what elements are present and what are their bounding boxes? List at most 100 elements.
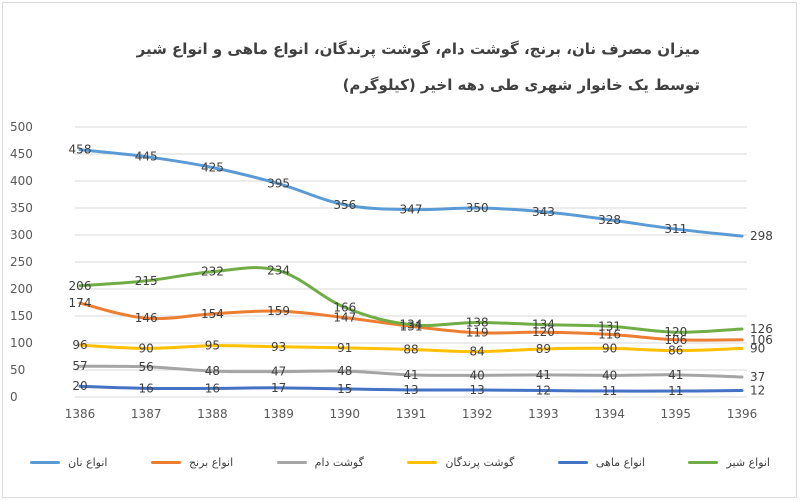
data-label: 89 bbox=[536, 342, 551, 356]
x-tick-label: 1392 bbox=[462, 407, 493, 421]
data-label: 16 bbox=[205, 381, 220, 395]
data-label: 166 bbox=[333, 300, 356, 314]
y-tick-label: 300 bbox=[10, 228, 33, 242]
data-label: 88 bbox=[403, 342, 418, 356]
data-label: 328 bbox=[598, 213, 621, 227]
legend-swatch bbox=[276, 460, 307, 464]
series-line bbox=[78, 266, 744, 334]
legend-item: انواع نان bbox=[30, 456, 107, 469]
data-label: 93 bbox=[271, 340, 286, 354]
data-label: 86 bbox=[668, 344, 683, 358]
data-label: 425 bbox=[201, 161, 224, 175]
data-label: 458 bbox=[69, 143, 92, 157]
legend-label: انواع نان bbox=[68, 455, 108, 469]
data-label: 41 bbox=[536, 368, 551, 382]
data-label: 84 bbox=[470, 345, 485, 359]
series-line bbox=[78, 364, 744, 379]
data-label: 120 bbox=[664, 325, 687, 339]
data-label: 56 bbox=[139, 360, 154, 374]
data-label: 48 bbox=[205, 364, 220, 378]
data-label: 159 bbox=[267, 304, 290, 318]
data-label: 41 bbox=[403, 368, 418, 382]
data-label: 311 bbox=[664, 222, 687, 236]
data-label: 395 bbox=[267, 177, 290, 191]
data-label: 298 bbox=[750, 229, 773, 243]
legend-item: گوشت پرندگان bbox=[407, 456, 514, 469]
legend-swatch bbox=[150, 460, 181, 464]
data-label: 11 bbox=[668, 384, 683, 398]
y-tick-label: 150 bbox=[10, 309, 33, 323]
data-label: 131 bbox=[400, 319, 423, 333]
x-tick-label: 1396 bbox=[727, 407, 758, 421]
legend-label: انواع شیر bbox=[726, 455, 770, 469]
data-label: 174 bbox=[69, 296, 92, 310]
legend-swatch bbox=[688, 460, 719, 464]
data-label: 96 bbox=[72, 338, 87, 352]
data-label: 445 bbox=[135, 150, 158, 164]
x-tick-label: 1393 bbox=[528, 407, 559, 421]
x-tick-label: 1386 bbox=[65, 407, 96, 421]
data-label: 40 bbox=[602, 368, 617, 382]
data-label: 95 bbox=[205, 339, 220, 353]
legend-item: انواع ماهی bbox=[557, 456, 645, 469]
data-label: 232 bbox=[201, 265, 224, 279]
y-tick-label: 500 bbox=[10, 120, 33, 134]
x-tick-label: 1388 bbox=[197, 407, 228, 421]
x-tick-label: 1389 bbox=[263, 407, 294, 421]
data-label: 41 bbox=[668, 368, 683, 382]
data-label: 13 bbox=[403, 383, 418, 397]
data-label: 206 bbox=[69, 279, 92, 293]
data-label: 234 bbox=[267, 264, 290, 278]
x-tick-label: 1391 bbox=[396, 407, 427, 421]
data-label: 106 bbox=[664, 333, 687, 347]
data-label: 11 bbox=[602, 384, 617, 398]
legend-label: انواع برنج bbox=[188, 455, 234, 469]
data-label: 57 bbox=[72, 359, 87, 373]
y-tick-label: 0 bbox=[10, 390, 18, 404]
data-label: 347 bbox=[400, 203, 423, 217]
data-label: 20 bbox=[72, 379, 87, 393]
x-tick-label: 1387 bbox=[131, 407, 162, 421]
x-axis: 1386 1387 1388 1389 1390 1391 1392 1393 1394 1395… bbox=[65, 407, 758, 421]
data-label: 91 bbox=[337, 341, 352, 355]
series-line bbox=[78, 384, 744, 393]
data-label: 48 bbox=[337, 364, 352, 378]
data-label: 90 bbox=[750, 341, 765, 355]
data-label: 17 bbox=[271, 381, 286, 395]
data-label: 116 bbox=[598, 327, 621, 341]
legend-swatch bbox=[30, 460, 61, 464]
y-tick-label: 100 bbox=[10, 336, 33, 350]
data-labels: 458 445 425 395 356 347 350 343 328 311 298 174 146 1… bbox=[69, 143, 773, 398]
y-tick-label: 250 bbox=[10, 255, 33, 269]
gridlines bbox=[75, 126, 747, 398]
x-tick-label: 1395 bbox=[661, 407, 692, 421]
data-label: 138 bbox=[466, 315, 489, 329]
legend-label: گوشت دام bbox=[314, 455, 364, 469]
data-label: 47 bbox=[271, 365, 286, 379]
series-lines bbox=[78, 148, 744, 393]
data-label: 37 bbox=[750, 370, 765, 384]
data-label: 90 bbox=[139, 341, 154, 355]
y-tick-label: 450 bbox=[10, 147, 33, 161]
x-tick-label: 1394 bbox=[594, 407, 625, 421]
data-label: 119 bbox=[466, 326, 489, 340]
legend-item: گوشت دام bbox=[276, 455, 364, 469]
series-line bbox=[78, 148, 744, 238]
legend-item: انواع شیر bbox=[688, 456, 770, 469]
y-axis: 0 50 100 150 200 250 300 350 400 450 500 bbox=[10, 120, 33, 404]
legend-swatch bbox=[407, 460, 438, 464]
data-label: 90 bbox=[602, 341, 617, 355]
data-label: 134 bbox=[532, 318, 555, 332]
data-label: 146 bbox=[135, 311, 158, 325]
data-label: 154 bbox=[201, 307, 224, 321]
legend-label: گوشت پرندگان bbox=[445, 455, 515, 469]
data-label: 106 bbox=[750, 333, 773, 347]
data-label: 12 bbox=[536, 384, 551, 398]
chart-legend: انواع نان انواع برنج گوشت دام گوشت پرندگان ا… bbox=[30, 452, 770, 472]
y-tick-label: 200 bbox=[10, 282, 33, 296]
data-label: 343 bbox=[532, 205, 555, 219]
data-label: 15 bbox=[337, 382, 352, 396]
data-label: 215 bbox=[135, 274, 158, 288]
data-label: 131 bbox=[598, 319, 621, 333]
